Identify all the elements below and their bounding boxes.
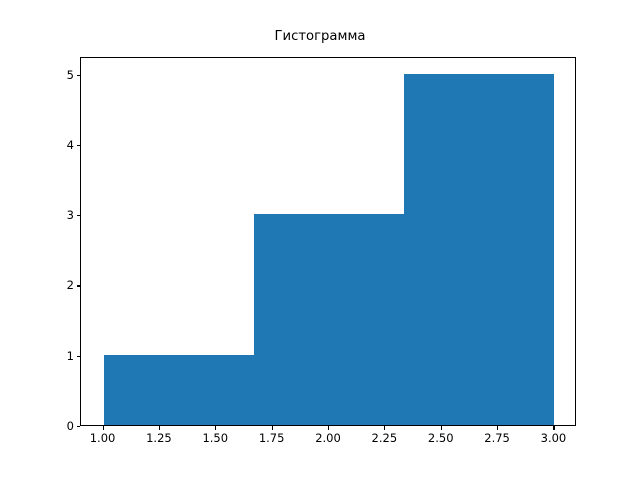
x-tick-label: 1.50 xyxy=(202,431,229,445)
histogram-bar xyxy=(253,214,405,425)
x-tick-mark xyxy=(215,426,217,430)
y-tick-mark xyxy=(76,355,80,357)
y-tick-label: 3 xyxy=(66,208,74,223)
chart-title: Гистограмма xyxy=(274,29,366,44)
x-tick-label: 2.50 xyxy=(427,431,454,445)
y-tick-label: 1 xyxy=(66,348,74,363)
y-tick-mark xyxy=(76,426,80,428)
x-tick-label: 1.00 xyxy=(89,431,116,445)
x-tick-label: 3.00 xyxy=(540,431,567,445)
x-tick-mark xyxy=(158,426,160,430)
y-tick-label: 2 xyxy=(66,278,74,293)
plot-axes-frame xyxy=(80,57,576,426)
x-tick-mark xyxy=(328,426,330,430)
x-tick-label: 2.00 xyxy=(315,431,341,445)
x-tick-label: 1.75 xyxy=(258,431,285,445)
x-tick-mark xyxy=(384,426,386,430)
x-tick-label: 2.25 xyxy=(371,431,398,445)
x-tick-mark xyxy=(497,426,499,430)
y-tick-mark xyxy=(76,74,80,76)
x-tick-mark xyxy=(553,426,555,430)
x-tick-mark xyxy=(271,426,273,430)
y-tick-label: 0 xyxy=(66,419,74,433)
plot-area xyxy=(81,58,575,425)
x-tick-label: 2.75 xyxy=(484,431,510,445)
y-tick-label: 5 xyxy=(66,67,74,82)
y-tick-mark xyxy=(76,215,80,217)
y-tick-mark xyxy=(76,285,80,287)
y-tick-label: 4 xyxy=(66,137,74,152)
x-tick-label: 1.25 xyxy=(146,431,172,445)
x-tick-mark xyxy=(102,426,104,430)
histogram-bar xyxy=(103,354,254,425)
x-tick-mark xyxy=(440,426,442,430)
histogram-bar xyxy=(404,73,555,425)
y-tick-mark xyxy=(76,144,80,146)
